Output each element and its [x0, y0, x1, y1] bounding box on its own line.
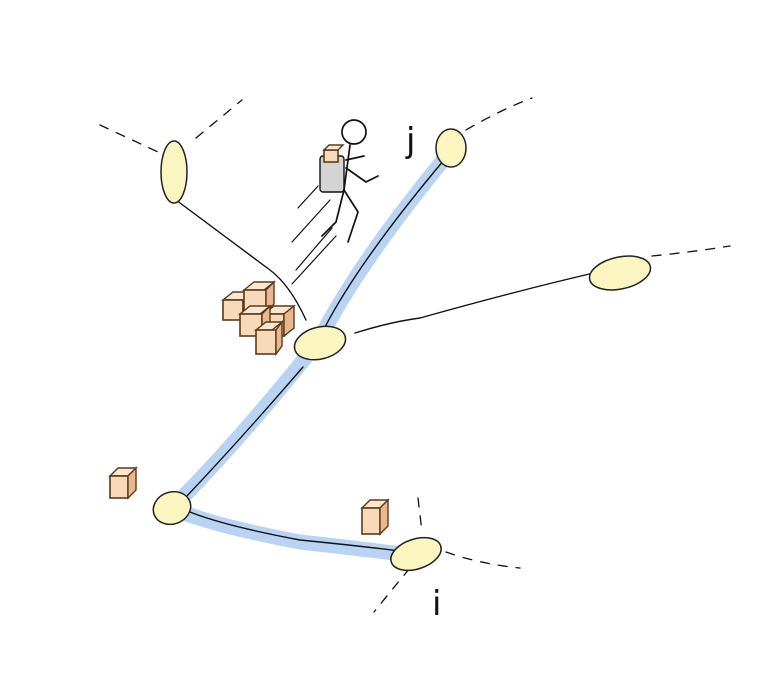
stub-i-up [417, 497, 423, 533]
stub-right [651, 245, 731, 257]
stub-j [465, 97, 533, 131]
package-pile [221, 280, 296, 357]
node-i-label: i [432, 584, 441, 624]
courier-head [341, 119, 367, 145]
edge-center-to-upper-left [175, 199, 307, 321]
courier-package-top [322, 144, 345, 151]
stub-upper-left-a [99, 124, 159, 153]
courier-back-leg [321, 189, 345, 237]
courier-torso [343, 144, 351, 191]
edge-stubs [99, 97, 731, 613]
package-i [361, 507, 381, 535]
package-left-side [127, 466, 137, 500]
node-right [588, 255, 652, 291]
edge-center-to-j [324, 159, 445, 328]
stub-upper-left-b [195, 99, 243, 139]
edge-i-to-left [184, 509, 415, 554]
speed-line [291, 235, 337, 285]
route-halo-left-to-center [164, 334, 326, 516]
package-icon [360, 498, 390, 536]
package-icon [108, 466, 138, 500]
edges [175, 159, 599, 554]
edge-left-to-center [184, 366, 304, 499]
package-icon [254, 319, 284, 357]
stub-i-right [445, 551, 521, 569]
courier-package [323, 149, 339, 163]
courier-front-leg [343, 189, 359, 243]
edge-center-to-right [354, 271, 599, 334]
stub-i-down [373, 567, 411, 613]
node-left [152, 490, 192, 526]
speed-line [291, 199, 331, 243]
package-icon [322, 144, 345, 163]
package-left [109, 475, 129, 499]
node-j [435, 128, 467, 168]
node-i [390, 536, 442, 572]
package-i-side [379, 498, 389, 536]
courier-icon [291, 119, 379, 285]
node-j-label: j [405, 121, 415, 161]
speed-line [295, 227, 333, 271]
nodes [152, 128, 652, 572]
speed-line [297, 185, 319, 209]
courier-arms [345, 155, 379, 183]
node-upper-left [160, 140, 188, 204]
node-center [293, 325, 347, 361]
